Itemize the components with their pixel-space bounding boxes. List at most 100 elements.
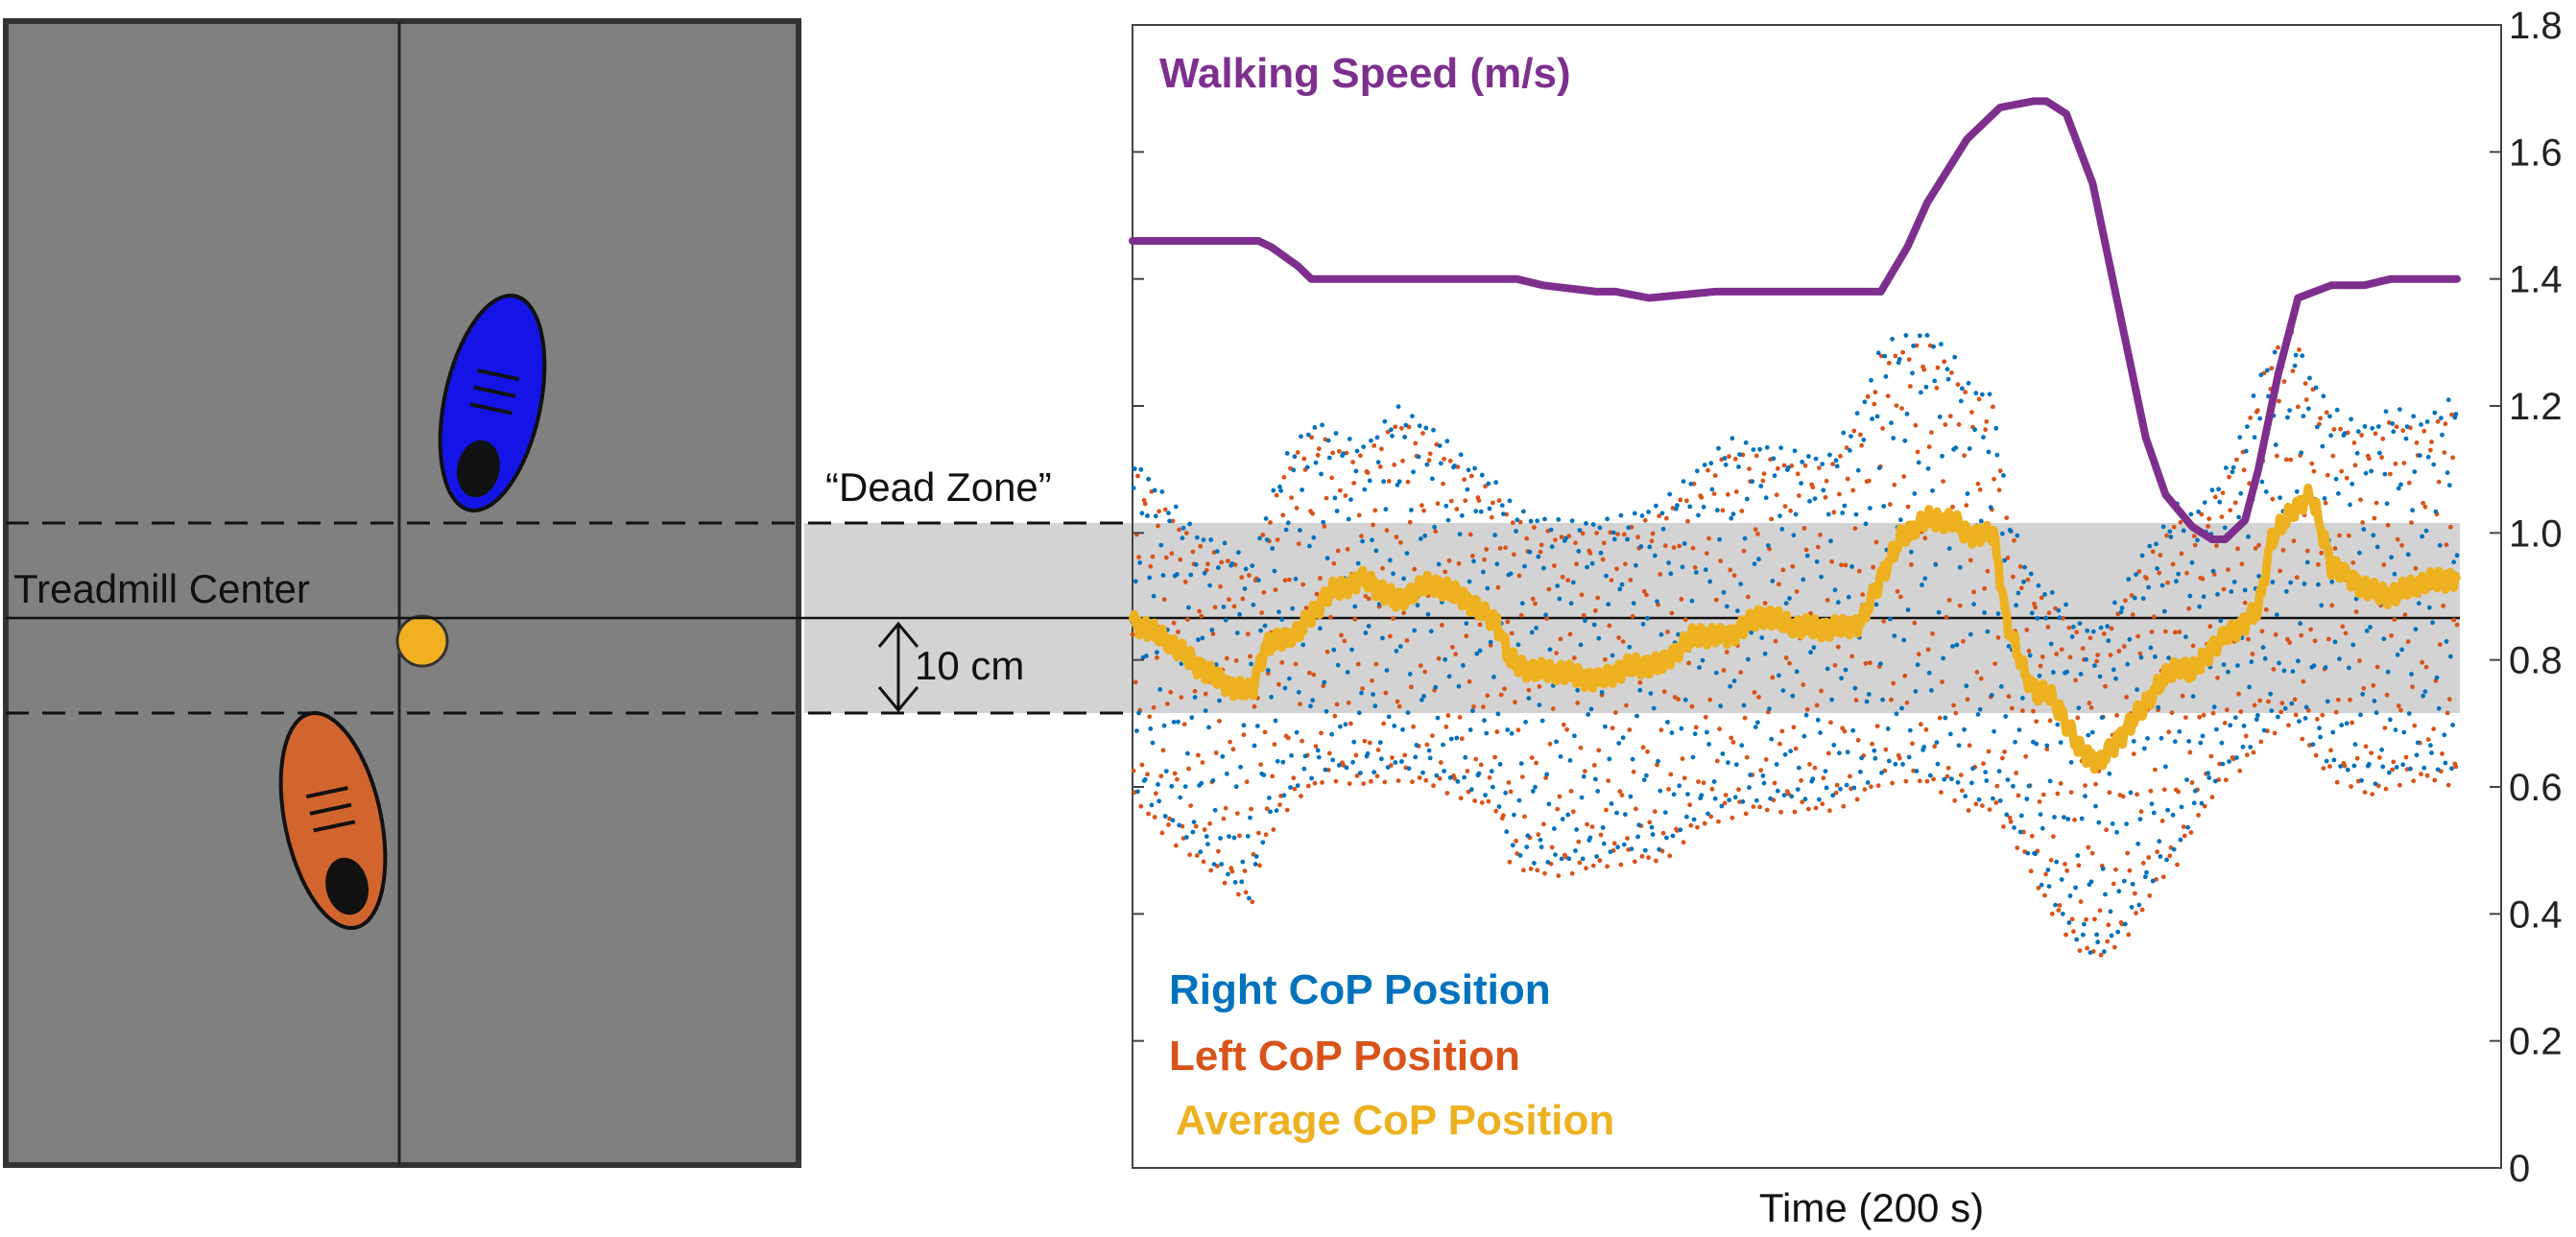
left-cop-point bbox=[2165, 580, 2171, 585]
left-cop-point bbox=[2423, 664, 2429, 670]
left-cop-point bbox=[1526, 687, 1532, 693]
right-cop-point bbox=[1515, 642, 1521, 648]
right-cop-point bbox=[2412, 469, 2418, 474]
right-cop-point bbox=[1719, 803, 1725, 809]
left-cop-point bbox=[1561, 722, 1566, 727]
right-cop-point bbox=[2107, 771, 2112, 776]
left-cop-point bbox=[1726, 491, 1730, 497]
right-cop-point bbox=[1135, 789, 1140, 795]
left-cop-point bbox=[1843, 562, 1849, 568]
right-cop-point bbox=[2090, 629, 2096, 634]
right-cop-point bbox=[1584, 521, 1588, 526]
left-cop-point bbox=[1852, 526, 1858, 532]
right-cop-point bbox=[1267, 796, 1272, 800]
left-cop-point bbox=[2032, 601, 2037, 607]
left-cop-point bbox=[1997, 468, 2003, 474]
right-cop-point bbox=[2277, 660, 2281, 666]
right-cop-point bbox=[2443, 760, 2448, 766]
right-cop-point bbox=[1744, 496, 1750, 502]
left-cop-point bbox=[2175, 862, 2180, 868]
left-cop-point bbox=[1559, 535, 1564, 539]
right-cop-point bbox=[1149, 802, 1155, 808]
left-cop-point bbox=[2120, 794, 2126, 799]
right-cop-point bbox=[1191, 820, 1197, 824]
right-cop-point bbox=[2008, 529, 2014, 534]
left-cop-point bbox=[2005, 555, 2011, 560]
right-cop-point bbox=[1658, 788, 1663, 794]
right-cop-point bbox=[1933, 562, 1939, 567]
left-cop-point bbox=[1479, 800, 1485, 805]
left-cop-point bbox=[1412, 566, 1418, 572]
right-cop-point bbox=[2276, 714, 2280, 720]
left-cop-point bbox=[2354, 755, 2360, 761]
left-cop-point bbox=[1664, 515, 1669, 521]
left-cop-point bbox=[1303, 606, 1309, 610]
right-cop-point bbox=[1395, 482, 1400, 488]
right-cop-point bbox=[1422, 533, 1428, 538]
right-cop-point bbox=[2004, 812, 2010, 818]
right-cop-point bbox=[1927, 773, 1933, 778]
right-cop-point bbox=[1209, 628, 1215, 632]
left-cop-point bbox=[1438, 760, 1443, 765]
right-cop-point bbox=[1590, 522, 1596, 527]
left-cop-point bbox=[1665, 630, 1670, 634]
right-cop-point bbox=[1588, 706, 1594, 712]
left-cop-point bbox=[2206, 524, 2211, 529]
left-cop-point bbox=[2097, 908, 2103, 914]
left-cop-point bbox=[1395, 778, 1401, 783]
right-cop-point bbox=[1257, 535, 1262, 541]
right-cop-point bbox=[1941, 655, 1945, 661]
left-cop-point bbox=[2428, 447, 2433, 453]
left-cop-point bbox=[2379, 455, 2385, 461]
left-cop-point bbox=[1536, 832, 1541, 838]
right-cop-point bbox=[2153, 654, 2158, 659]
left-cop-point bbox=[1573, 540, 1578, 546]
right-cop-point bbox=[1162, 814, 1168, 819]
right-cop-point bbox=[2191, 800, 2197, 806]
right-cop-point bbox=[2121, 878, 2127, 884]
right-cop-point bbox=[1324, 708, 1329, 714]
right-cop-point bbox=[1753, 797, 1759, 803]
right-cop-point bbox=[1229, 561, 1235, 566]
right-cop-point bbox=[1674, 506, 1679, 511]
right-cop-point bbox=[2453, 412, 2459, 416]
right-cop-point bbox=[1271, 488, 1276, 493]
right-cop-point bbox=[2163, 764, 2168, 770]
left-cop-point bbox=[1390, 755, 1395, 760]
right-cop-point bbox=[2022, 564, 2028, 570]
left-cop-point bbox=[2200, 576, 2206, 582]
left-cop-point bbox=[2112, 944, 2117, 950]
left-cop-point bbox=[1387, 633, 1393, 639]
right-cop-point bbox=[1459, 512, 1465, 518]
left-cop-point bbox=[1292, 786, 1298, 792]
left-cop-point bbox=[1541, 821, 1546, 827]
right-cop-point bbox=[2199, 800, 2205, 806]
right-cop-point bbox=[1421, 694, 1426, 699]
left-cop-point bbox=[1443, 725, 1449, 729]
left-cop-point bbox=[1957, 603, 1963, 608]
right-cop-point bbox=[2432, 410, 2438, 416]
left-cop-point bbox=[2370, 792, 2375, 797]
right-cop-point bbox=[1670, 833, 1676, 839]
right-cop-point bbox=[1607, 756, 1612, 762]
right-cop-point bbox=[1832, 587, 1838, 593]
right-cop-point bbox=[1289, 752, 1294, 758]
right-cop-point bbox=[2410, 508, 2416, 513]
left-cop-point bbox=[1466, 789, 1471, 795]
right-cop-point bbox=[1401, 576, 1406, 582]
left-cop-point bbox=[2063, 932, 2069, 938]
left-cop-point bbox=[1342, 638, 1348, 644]
right-cop-point bbox=[1960, 386, 1965, 392]
right-cop-point bbox=[1139, 511, 1145, 516]
right-cop-point bbox=[1610, 530, 1616, 535]
left-cop-point bbox=[2330, 453, 2336, 459]
left-cop-point bbox=[2332, 546, 2338, 551]
right-cop-point bbox=[2246, 534, 2251, 539]
right-cop-point bbox=[1880, 697, 1885, 702]
right-cop-point bbox=[2304, 559, 2310, 565]
left-cop-point bbox=[2089, 850, 2095, 856]
right-cop-point bbox=[1705, 811, 1710, 817]
left-cop-point bbox=[2158, 553, 2163, 558]
right-cop-point bbox=[1940, 453, 1944, 459]
left-cop-point bbox=[2055, 791, 2061, 797]
